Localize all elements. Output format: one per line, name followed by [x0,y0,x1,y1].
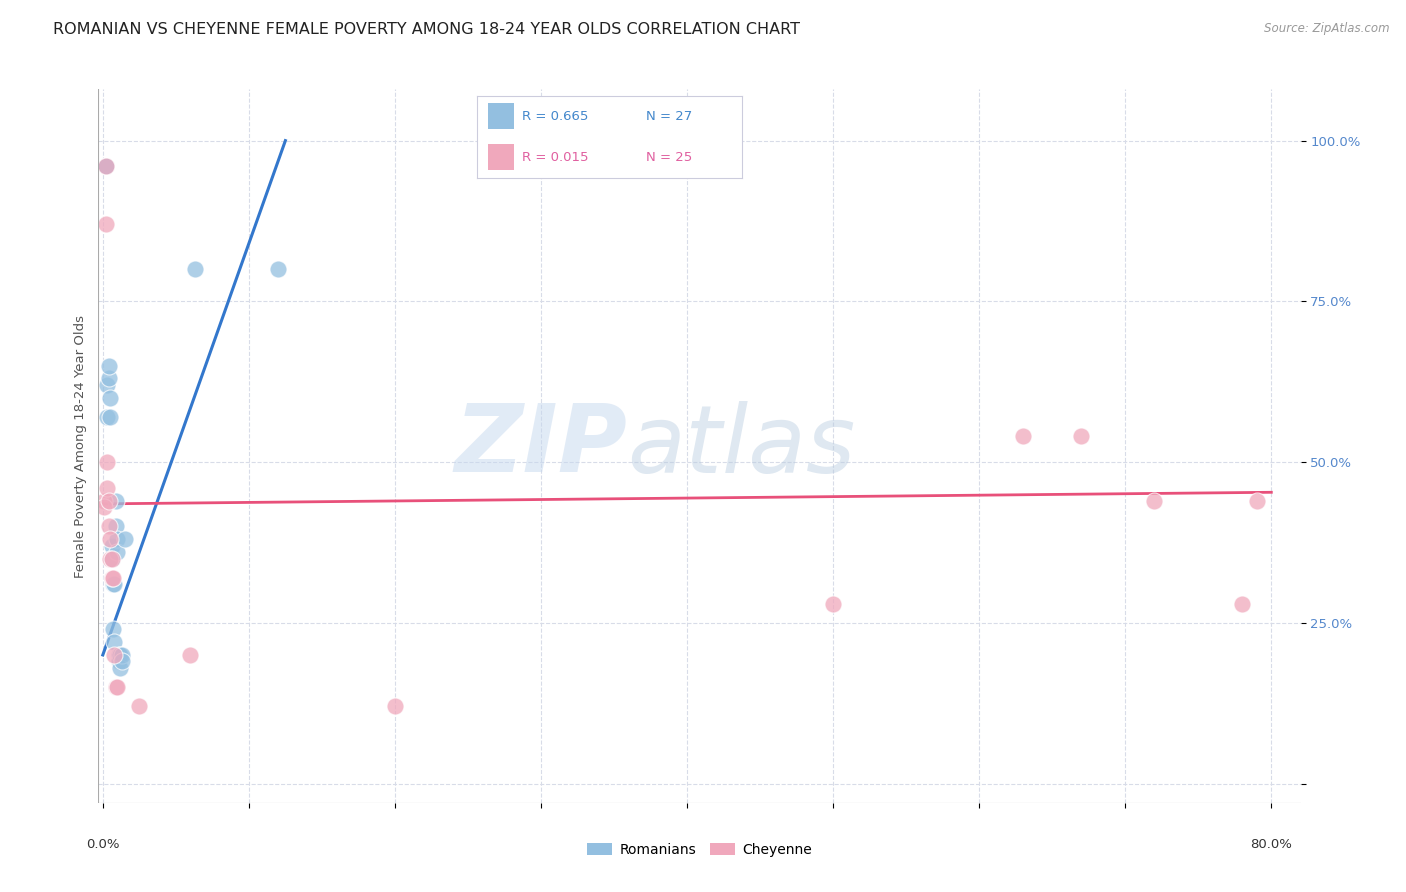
Point [101,622,124,636]
Text: 0.0%: 0.0% [86,838,120,851]
Point [98,551,121,566]
Point [96,378,118,392]
Point [107,533,129,547]
Point [100,551,122,566]
Point [97,359,120,373]
Point [94,217,117,231]
Point [1230,597,1253,611]
Point [103,648,125,662]
Point [101,577,124,591]
Point [1012,429,1035,443]
Point [108,648,131,662]
Point [103,577,125,591]
Point [94,159,117,173]
Point [1246,493,1268,508]
Point [110,661,132,675]
Point [110,648,132,662]
Point [1070,429,1092,443]
Point [98,410,121,425]
Legend: Romanians, Cheyenne: Romanians, Cheyenne [581,836,818,863]
Point [98,391,121,405]
Point [94,159,117,173]
Point [179,648,201,662]
Point [94,159,117,173]
Point [104,493,127,508]
Point [93,493,115,508]
Text: ROMANIAN VS CHEYENNE FEMALE POVERTY AMONG 18-24 YEAR OLDS CORRELATION CHART: ROMANIAN VS CHEYENNE FEMALE POVERTY AMON… [53,22,800,37]
Point [111,654,134,668]
Text: atlas: atlas [627,401,856,491]
Point [97,371,120,385]
Point [104,680,127,694]
Point [93,500,115,514]
Point [103,635,125,649]
Text: ZIP: ZIP [454,400,627,492]
Point [101,571,124,585]
Point [97,493,120,508]
Y-axis label: Female Poverty Among 18-24 Year Olds: Female Poverty Among 18-24 Year Olds [75,315,87,577]
Point [267,262,290,277]
Point [107,545,129,559]
Point [98,533,121,547]
Point [96,481,118,495]
Text: 80.0%: 80.0% [1250,838,1292,851]
Point [128,699,150,714]
Point [96,455,118,469]
Point [823,597,845,611]
Point [184,262,207,277]
Point [114,533,136,547]
Point [104,519,127,533]
Point [107,680,129,694]
Point [108,654,131,668]
Point [1143,493,1166,508]
Point [111,648,134,662]
Point [97,519,120,533]
Text: Source: ZipAtlas.com: Source: ZipAtlas.com [1264,22,1389,36]
Point [96,410,118,425]
Point [384,699,406,714]
Point [100,551,122,566]
Point [100,571,122,585]
Point [100,539,122,553]
